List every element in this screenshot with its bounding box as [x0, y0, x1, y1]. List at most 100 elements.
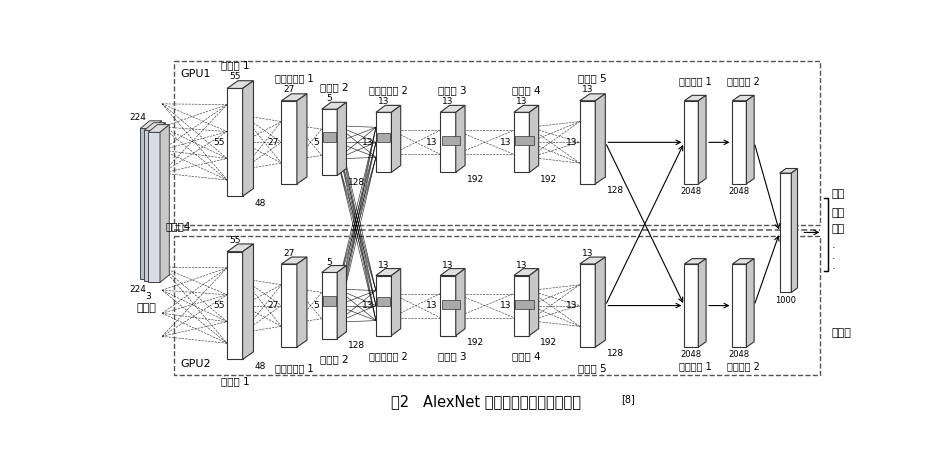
Polygon shape	[440, 106, 465, 112]
Text: 全连接层 2: 全连接层 2	[727, 361, 760, 372]
Text: 13: 13	[426, 138, 437, 147]
Text: 13: 13	[500, 301, 512, 310]
Text: ·: ·	[831, 254, 835, 264]
Polygon shape	[391, 106, 400, 172]
Text: 最大池化层 2: 最大池化层 2	[369, 85, 408, 95]
Text: 卷积层 5: 卷积层 5	[578, 73, 606, 83]
Polygon shape	[148, 132, 160, 283]
Polygon shape	[376, 106, 400, 112]
Text: 图2   AlexNet 卷积神经网络结构示意图: 图2 AlexNet 卷积神经网络结构示意图	[391, 394, 581, 409]
Text: 1000: 1000	[775, 296, 796, 305]
Polygon shape	[227, 252, 243, 360]
Bar	[378, 133, 390, 142]
Text: 2048: 2048	[729, 350, 750, 359]
Text: 卷积层 3: 卷积层 3	[438, 351, 467, 361]
Text: 5: 5	[326, 258, 332, 267]
Text: 13: 13	[378, 97, 389, 106]
Text: 最大池化层 1: 最大池化层 1	[275, 363, 313, 373]
Text: 卷积层 1: 卷积层 1	[220, 376, 250, 386]
Text: 行人: 行人	[831, 224, 845, 234]
Text: 55: 55	[229, 236, 241, 245]
Bar	[515, 300, 534, 308]
Bar	[442, 136, 460, 145]
Text: 5: 5	[326, 94, 332, 103]
Polygon shape	[144, 123, 165, 130]
Polygon shape	[580, 264, 595, 347]
Polygon shape	[530, 106, 539, 172]
Polygon shape	[513, 106, 539, 112]
Text: 13: 13	[426, 301, 437, 310]
Text: 5: 5	[313, 138, 320, 147]
Polygon shape	[698, 95, 706, 184]
Text: 飞机: 飞机	[831, 189, 845, 199]
Text: 192: 192	[467, 338, 484, 347]
Polygon shape	[456, 269, 465, 336]
Text: GPU1: GPU1	[180, 69, 211, 79]
Text: 卷积层 2: 卷积层 2	[320, 82, 348, 92]
Polygon shape	[440, 112, 456, 172]
Text: ·: ·	[831, 243, 835, 253]
Text: 全连接层 1: 全连接层 1	[679, 77, 712, 87]
Polygon shape	[684, 95, 706, 101]
Polygon shape	[580, 101, 595, 184]
Text: 步长：4: 步长：4	[165, 221, 191, 231]
Polygon shape	[791, 169, 797, 292]
Text: 2048: 2048	[680, 187, 702, 196]
Text: 13: 13	[442, 261, 454, 270]
Polygon shape	[733, 101, 746, 184]
Polygon shape	[376, 112, 391, 172]
Polygon shape	[780, 173, 791, 292]
Text: 192: 192	[540, 175, 557, 183]
Polygon shape	[243, 244, 253, 360]
Polygon shape	[595, 94, 605, 184]
Text: 55: 55	[214, 301, 225, 310]
Polygon shape	[580, 94, 605, 101]
Polygon shape	[152, 121, 161, 278]
Text: GPU2: GPU2	[180, 359, 212, 369]
Text: 2048: 2048	[680, 350, 702, 359]
Polygon shape	[684, 264, 698, 347]
Polygon shape	[322, 266, 346, 272]
Polygon shape	[513, 276, 530, 336]
Polygon shape	[595, 257, 605, 347]
Polygon shape	[243, 81, 253, 196]
Bar	[324, 296, 336, 306]
Text: 输入层: 输入层	[137, 303, 157, 313]
Polygon shape	[733, 264, 746, 347]
Polygon shape	[733, 259, 754, 264]
Bar	[515, 136, 534, 145]
Polygon shape	[684, 101, 698, 184]
Text: 13: 13	[566, 301, 577, 310]
Text: 48: 48	[255, 199, 267, 207]
Polygon shape	[281, 101, 297, 184]
Text: 13: 13	[442, 97, 454, 106]
Polygon shape	[456, 106, 465, 172]
Polygon shape	[227, 89, 243, 196]
Polygon shape	[297, 257, 307, 347]
Polygon shape	[376, 269, 400, 276]
Text: 最大池化层 1: 最大池化层 1	[275, 73, 313, 83]
Text: 卷积层 1: 卷积层 1	[220, 60, 250, 71]
Text: 输出层: 输出层	[831, 327, 851, 337]
Text: 128: 128	[348, 178, 365, 187]
Text: 3: 3	[145, 292, 151, 301]
Text: 128: 128	[606, 186, 624, 195]
Text: 卷积层 5: 卷积层 5	[578, 363, 606, 373]
Text: 224: 224	[130, 285, 146, 294]
Text: 全连接层 2: 全连接层 2	[727, 77, 760, 87]
Text: ·: ·	[831, 264, 835, 274]
Text: [8]: [8]	[622, 395, 636, 404]
Polygon shape	[376, 276, 391, 336]
Polygon shape	[322, 109, 337, 176]
Text: 192: 192	[540, 338, 557, 347]
Text: 128: 128	[348, 341, 365, 350]
Text: 卷积层 3: 卷积层 3	[438, 85, 467, 95]
Text: 192: 192	[467, 175, 484, 183]
Text: 13: 13	[378, 261, 389, 270]
Polygon shape	[322, 102, 346, 109]
Polygon shape	[337, 266, 346, 339]
Polygon shape	[281, 257, 307, 264]
Polygon shape	[227, 244, 253, 252]
Polygon shape	[148, 124, 169, 132]
Text: 13: 13	[500, 138, 512, 147]
